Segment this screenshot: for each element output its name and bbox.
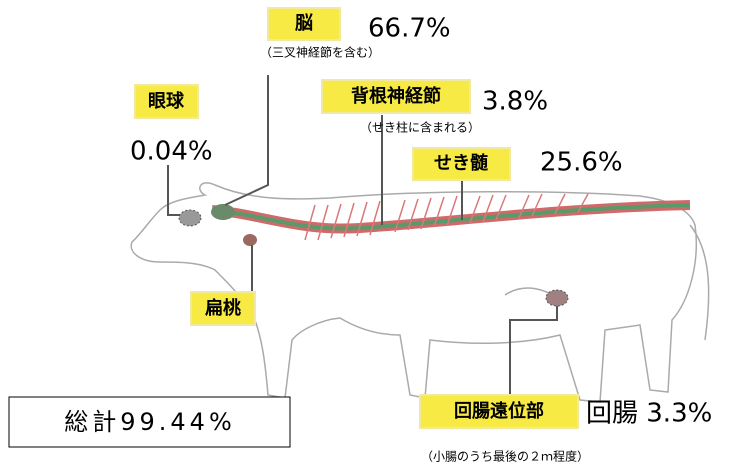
ileum-mark xyxy=(546,290,568,306)
part-value: 3.8% xyxy=(482,87,548,117)
part-label: 背根神経節 xyxy=(351,85,441,107)
part-note: （三叉神経節を含む） xyxy=(260,45,380,60)
part-note: （せき柱に含まれる） xyxy=(360,120,480,135)
part-value: 66.7% xyxy=(368,14,451,44)
total: 総計99.44% xyxy=(64,408,236,436)
tonsil-mark xyxy=(243,234,257,246)
part-label: 回腸遠位部 xyxy=(454,400,544,422)
eye-mark xyxy=(179,210,201,226)
brain-mark xyxy=(211,204,235,220)
part-note: （小腸のうち最後の２ｍ程度） xyxy=(421,449,589,464)
part-value: 0.04% xyxy=(130,137,213,167)
part-value: 回腸 3.3% xyxy=(586,399,712,429)
part-label: せき髄 xyxy=(434,152,489,174)
part-label: 眼球 xyxy=(148,91,185,112)
diagram: 脳 66.7% （三叉神経節を含む） 眼球 0.04% 背根神経節 3.8% （… xyxy=(0,0,739,472)
part-label: 扁桃 xyxy=(205,297,241,319)
part-label: 脳 xyxy=(295,13,313,34)
part-value: 25.6% xyxy=(540,148,623,178)
